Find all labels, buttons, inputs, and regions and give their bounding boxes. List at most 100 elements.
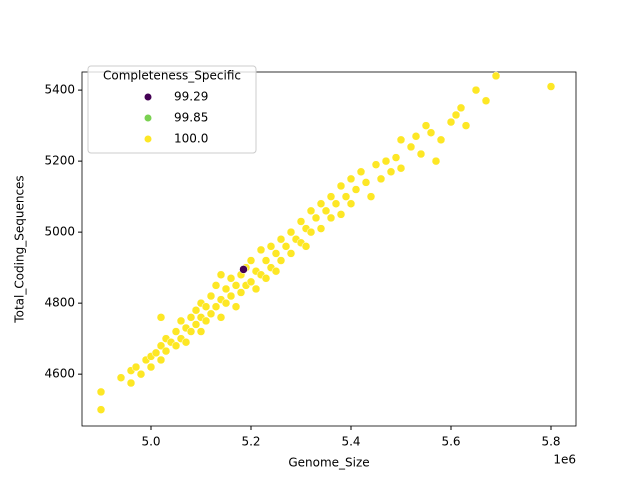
point	[346, 199, 356, 208]
point	[211, 302, 221, 311]
y-tick-label: 5200	[44, 154, 75, 168]
legend-marker	[144, 114, 152, 122]
point	[226, 291, 236, 301]
point	[431, 156, 441, 166]
point	[276, 256, 286, 265]
point	[376, 174, 386, 184]
point	[226, 274, 236, 283]
point	[316, 199, 326, 208]
point	[481, 96, 491, 106]
point	[156, 313, 166, 322]
point	[386, 167, 396, 177]
point	[546, 82, 556, 91]
point	[246, 256, 256, 265]
point	[211, 281, 221, 290]
point	[311, 213, 321, 223]
point	[326, 192, 336, 201]
point	[451, 110, 461, 120]
point	[351, 185, 361, 194]
point	[286, 249, 296, 258]
point	[221, 284, 231, 294]
point	[286, 227, 296, 237]
point	[336, 181, 346, 191]
legend-box	[87, 65, 257, 154]
point	[96, 387, 106, 397]
point	[231, 302, 241, 311]
point	[406, 142, 416, 152]
point	[421, 121, 431, 130]
y-axis-label: Total_Coding_Sequences	[13, 175, 27, 323]
point	[471, 85, 481, 95]
x-tick-label: 5.0	[141, 435, 160, 449]
point	[201, 302, 211, 311]
point	[281, 242, 291, 251]
legend-marker	[144, 93, 152, 101]
point	[186, 327, 196, 336]
point	[156, 355, 166, 365]
point	[239, 265, 248, 274]
point	[371, 160, 381, 169]
x-tick-label: 5.8	[541, 435, 560, 449]
point	[276, 234, 286, 244]
point	[461, 121, 471, 130]
x-tick-label: 5.6	[441, 435, 460, 449]
point	[396, 135, 406, 145]
point	[436, 135, 446, 145]
legend-label: 99.29	[174, 90, 208, 104]
legend-label: 99.85	[174, 111, 208, 125]
y-tick-label: 5400	[44, 83, 75, 97]
point	[151, 348, 161, 358]
point	[396, 163, 406, 173]
point	[216, 313, 226, 322]
point	[156, 341, 166, 351]
point	[261, 256, 271, 265]
point	[186, 313, 196, 322]
point	[321, 206, 331, 216]
point	[146, 362, 156, 372]
point	[246, 277, 256, 287]
point	[221, 298, 231, 308]
point	[391, 153, 401, 162]
point	[366, 192, 376, 201]
point	[326, 213, 336, 223]
point	[266, 242, 276, 251]
point	[126, 378, 136, 388]
y-tick-label: 4800	[44, 296, 75, 310]
point	[356, 167, 366, 177]
point	[216, 270, 226, 279]
point	[171, 341, 181, 351]
point	[256, 245, 266, 255]
point	[271, 249, 281, 258]
point	[491, 71, 501, 81]
point	[196, 327, 206, 336]
point	[426, 128, 436, 137]
point	[171, 327, 181, 336]
point	[316, 224, 326, 233]
point	[116, 373, 126, 382]
point	[301, 242, 311, 251]
point	[331, 199, 341, 208]
x-axis-label: Genome_Size	[288, 456, 369, 470]
point	[296, 217, 306, 226]
point	[136, 369, 146, 379]
point	[456, 103, 466, 113]
legend-label: 100.0	[174, 132, 208, 146]
point	[161, 346, 171, 356]
plot-frame	[81, 71, 577, 427]
point	[96, 405, 106, 414]
point	[411, 132, 421, 141]
y-tick-label: 5000	[44, 225, 75, 239]
point	[181, 337, 191, 347]
point	[231, 281, 241, 290]
point	[361, 178, 371, 187]
point	[206, 291, 216, 301]
point	[261, 274, 271, 283]
point	[131, 362, 141, 372]
point	[341, 192, 351, 201]
point	[206, 309, 216, 319]
point	[191, 305, 201, 315]
point	[251, 284, 261, 294]
legend-title: Completeness_Specific	[103, 69, 241, 83]
point	[416, 149, 426, 159]
